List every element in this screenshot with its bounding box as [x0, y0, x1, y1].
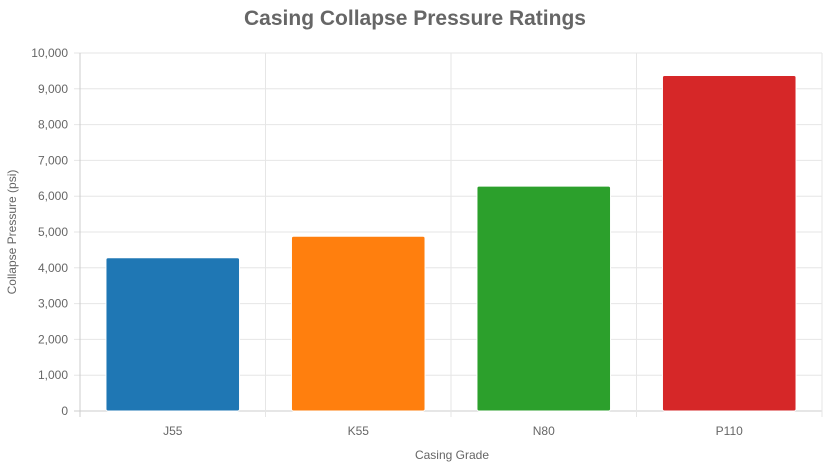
x-tick-label: N80: [533, 424, 555, 438]
y-tick-label: 8,000: [38, 118, 68, 132]
x-axis-label: Casing Grade: [415, 448, 489, 462]
y-tick-label: 1,000: [38, 368, 68, 382]
bar-n80: [476, 185, 612, 412]
y-axis-ticks: 0 1,000 2,000 3,000 4,000 5,000 6,000 7,000 8,00…: [31, 46, 68, 418]
bar-j55: [105, 257, 241, 412]
y-tick-label: 5,000: [38, 225, 68, 239]
y-tick-label: 6,000: [38, 189, 68, 203]
y-tick-label: 9,000: [38, 82, 68, 96]
chart-title: Casing Collapse Pressure Ratings: [244, 7, 586, 30]
y-tick-label: 2,000: [38, 332, 68, 346]
y-axis-label: Collapse Pressure (psi): [5, 170, 19, 295]
y-tick-label: 4,000: [38, 261, 68, 275]
x-tick-label: P110: [716, 424, 743, 438]
y-tick-label: 3,000: [38, 297, 68, 311]
y-tick-label: 7,000: [38, 153, 68, 167]
y-tick-label: 10,000: [31, 46, 68, 60]
y-tick-label: 0: [61, 404, 68, 418]
x-tick-label: K55: [348, 424, 370, 438]
bar-k55: [290, 235, 426, 412]
bars: [105, 75, 797, 412]
x-axis-ticks: J55 K55 N80 P110: [163, 424, 743, 438]
x-tick-label: J55: [163, 424, 183, 438]
bar-p110: [661, 75, 797, 412]
